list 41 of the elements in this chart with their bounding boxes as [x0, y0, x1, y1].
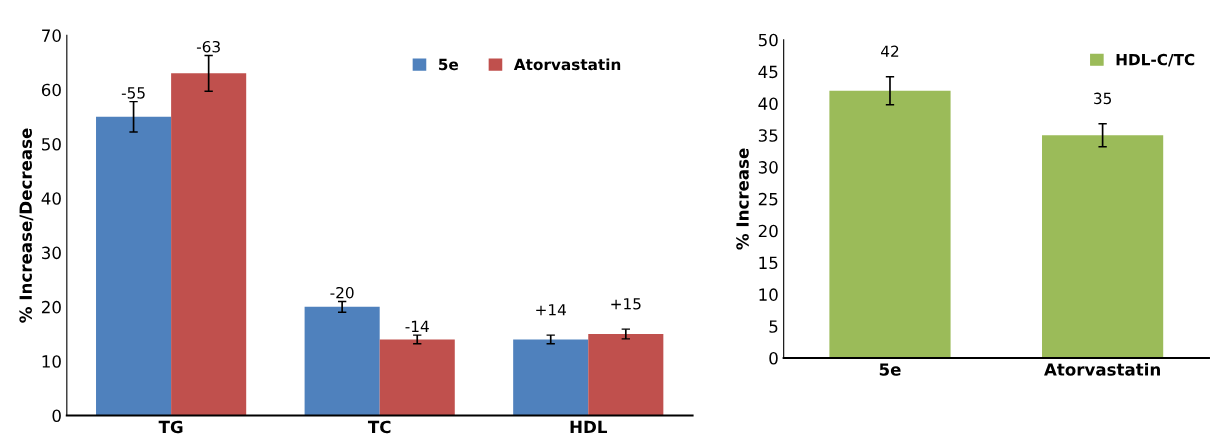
annotation: -55	[121, 87, 145, 99]
data-label: +14	[536, 304, 566, 316]
y-tick-label: 40	[758, 97, 778, 110]
y-tick-label: 45	[758, 65, 778, 79]
y-tick-label: 0	[52, 409, 61, 423]
y-tick-label: 25	[758, 192, 778, 206]
y-tick-label: 20	[758, 224, 778, 238]
y-tick-label: 30	[42, 246, 61, 260]
legend-label: 5e	[438, 58, 459, 71]
x-tick-label: HDL	[570, 420, 608, 434]
y-tick-label: 10	[759, 288, 778, 301]
annotation: -14	[405, 320, 429, 332]
x-tick-label: TG	[158, 420, 183, 434]
bar	[171, 73, 247, 416]
legend-label: HDL-C/TC	[1116, 53, 1195, 67]
annotation: -63	[196, 40, 220, 53]
y-tick-label: 40	[41, 192, 61, 205]
y-tick-label: 0	[769, 351, 778, 365]
y-axis-title: % Increase/Decrease	[19, 128, 34, 323]
y-axis-title: % Increase	[736, 148, 749, 250]
y-tick-label: 15	[759, 256, 778, 270]
y-tick-label: 20	[41, 300, 61, 314]
legend-label: Atorvastatin	[513, 58, 621, 71]
y-tick-label: 50	[42, 137, 61, 151]
data-label: 35	[1094, 92, 1111, 105]
y-tick-label: 70	[42, 29, 61, 42]
y-tick-label: 5	[769, 320, 778, 333]
y-tick-label: 10	[42, 355, 61, 368]
bar	[96, 116, 172, 416]
y-tick-label: 30	[758, 161, 778, 174]
y-tick-label: 35	[758, 129, 778, 142]
data-label: 42	[881, 45, 899, 57]
bar	[304, 306, 380, 416]
data-label: +15	[611, 298, 641, 310]
bar	[588, 334, 664, 416]
y-tick-label: 50	[758, 33, 778, 47]
bar	[513, 339, 589, 416]
y-tick-label: 60	[41, 83, 61, 97]
x-tick-label: TC	[367, 420, 391, 434]
bar	[379, 339, 455, 416]
annotation: -20	[330, 286, 354, 299]
